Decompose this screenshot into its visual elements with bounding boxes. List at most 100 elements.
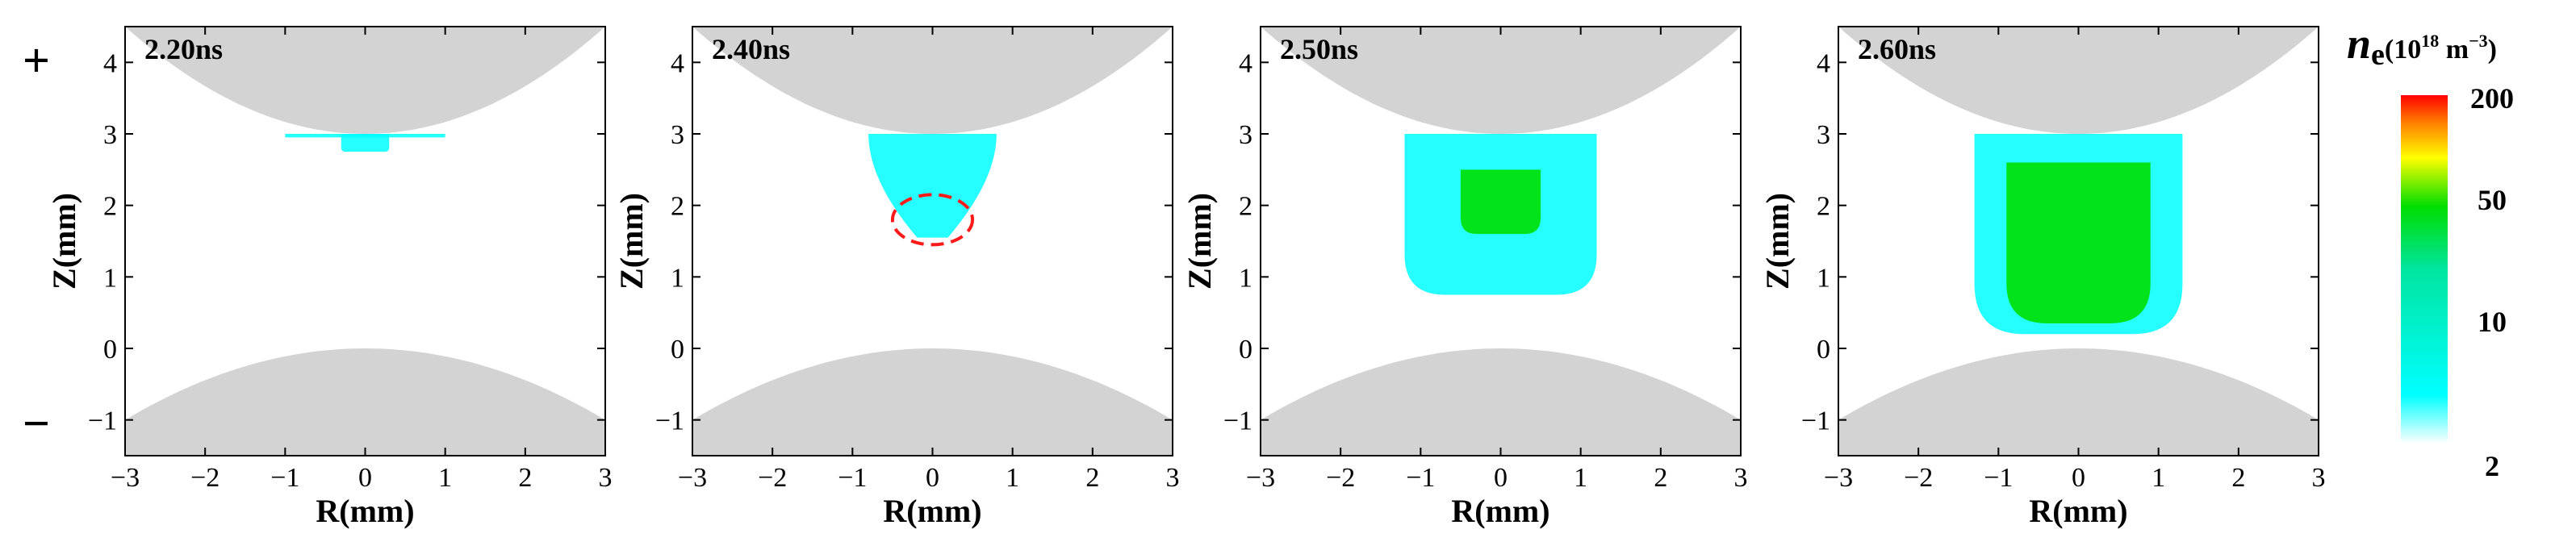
colorbar-unit-suffix: ) bbox=[2488, 35, 2497, 65]
y-tick-label: 1 bbox=[103, 263, 117, 293]
x-tick-label: 3 bbox=[599, 463, 613, 493]
x-tick-label: 3 bbox=[2312, 463, 2326, 493]
x-tick-label: 2 bbox=[1085, 463, 1099, 493]
colorbar-tick-label: 10 bbox=[2478, 306, 2507, 338]
colorbar-label: n bbox=[2347, 19, 2371, 68]
panels: −3 −2 −1 0 1 2 3 −1 0 1 2 3 4 R(mm) Z(mm) 2.20ns −3 −2 −1 0… bbox=[46, 26, 2326, 529]
y-axis-label: Z(mm) bbox=[1759, 193, 1796, 290]
y-tick-label: 0 bbox=[671, 335, 684, 365]
x-tick-label: −1 bbox=[1984, 463, 2013, 493]
panel-1: −3 −2 −1 0 1 2 3 −1 0 1 2 3 4 R(mm) Z(mm) 2.20ns bbox=[46, 26, 613, 529]
y-tick-label: 3 bbox=[1817, 120, 1830, 150]
y-axis-label: Z(mm) bbox=[46, 193, 82, 290]
colorbar-gradient bbox=[2401, 95, 2448, 444]
panel-time-label: 2.20ns bbox=[144, 33, 223, 65]
x-axis-label: R(mm) bbox=[2029, 493, 2127, 529]
upper-electrode bbox=[125, 27, 605, 134]
x-tick-label: 2 bbox=[2231, 463, 2245, 493]
y-tick-label: 2 bbox=[1817, 192, 1830, 222]
upper-electrode-polarity: + bbox=[23, 34, 50, 87]
x-tick-label: −1 bbox=[838, 463, 867, 493]
y-axis-label: Z(mm) bbox=[613, 193, 650, 290]
y-tick-label: 4 bbox=[103, 48, 117, 78]
colorbar-tick-label: 50 bbox=[2478, 184, 2507, 216]
panel-3: −3 −2 −1 0 1 2 3 −1 0 1 2 3 4 R(mm) Z(mm) 2.50ns bbox=[1181, 26, 1748, 529]
x-tick-label: 1 bbox=[438, 463, 452, 493]
plasma-region bbox=[341, 134, 390, 152]
panel-content bbox=[1261, 27, 1741, 456]
x-tick-label: −2 bbox=[1904, 463, 1933, 493]
y-tick-label: 4 bbox=[1239, 48, 1252, 78]
panel-content bbox=[1838, 27, 2319, 456]
panel-time-label: 2.50ns bbox=[1280, 33, 1358, 65]
y-tick-label: 0 bbox=[103, 335, 117, 365]
colorbar-title: ne(1018 m−3) bbox=[2347, 19, 2497, 72]
x-tick-label: 1 bbox=[1006, 463, 1019, 493]
x-tick-label: −2 bbox=[758, 463, 787, 493]
panel-time-label: 2.60ns bbox=[1858, 33, 1936, 65]
x-axis-label: R(mm) bbox=[1451, 493, 1549, 529]
x-axis-label: R(mm) bbox=[316, 493, 414, 529]
plasma-region bbox=[868, 134, 997, 238]
y-tick-label: 2 bbox=[103, 192, 117, 222]
x-tick-label: 3 bbox=[1734, 463, 1748, 493]
colorbar-tick-label: 2 bbox=[2485, 450, 2499, 482]
x-tick-label: −2 bbox=[190, 463, 220, 493]
y-tick-label: −1 bbox=[88, 406, 117, 436]
colorbar-label-subscript: e bbox=[2371, 38, 2385, 72]
colorbar-unit-prefix: (10 bbox=[2385, 35, 2421, 65]
plasma-region bbox=[1460, 169, 1541, 235]
colorbar-ticks: 200 50 10 2 bbox=[2470, 82, 2514, 482]
y-tick-label: −1 bbox=[655, 406, 684, 436]
panel-time-label: 2.40ns bbox=[712, 33, 790, 65]
y-tick-label: 0 bbox=[1239, 335, 1252, 365]
x-tick-label: −2 bbox=[1326, 463, 1355, 493]
colorbar-unit-mid: m bbox=[2439, 35, 2469, 65]
lower-electrode bbox=[125, 348, 605, 456]
x-tick-label: 2 bbox=[518, 463, 532, 493]
panel-4: −3 −2 −1 0 1 2 3 −1 0 1 2 3 4 R(mm) Z(mm) 2.60ns bbox=[1759, 26, 2326, 529]
upper-electrode bbox=[692, 27, 1173, 134]
y-tick-label: 3 bbox=[1239, 120, 1252, 150]
x-tick-label: 1 bbox=[1574, 463, 1587, 493]
y-tick-label: 2 bbox=[671, 192, 684, 222]
y-tick-label: 1 bbox=[1817, 263, 1830, 293]
y-axis-label: Z(mm) bbox=[1181, 193, 1218, 290]
y-tick-label: 1 bbox=[1239, 263, 1252, 293]
y-tick-label: −1 bbox=[1801, 406, 1830, 436]
lower-electrode-polarity: − bbox=[23, 397, 50, 450]
x-tick-label: 0 bbox=[926, 463, 939, 493]
y-tick-label: −1 bbox=[1223, 406, 1252, 436]
y-tick-label: 4 bbox=[671, 48, 684, 78]
x-tick-label: −3 bbox=[111, 463, 140, 493]
x-tick-label: −3 bbox=[1246, 463, 1275, 493]
lower-electrode bbox=[1838, 348, 2319, 456]
y-tick-label: 1 bbox=[671, 263, 684, 293]
y-tick-label: 0 bbox=[1817, 335, 1830, 365]
y-tick-label: 4 bbox=[1817, 48, 1830, 78]
y-tick-label: 3 bbox=[671, 120, 684, 150]
x-tick-label: 0 bbox=[358, 463, 372, 493]
x-tick-label: −1 bbox=[1406, 463, 1435, 493]
x-tick-label: 2 bbox=[1654, 463, 1667, 493]
x-tick-label: 3 bbox=[1166, 463, 1180, 493]
y-tick-label: 3 bbox=[103, 120, 117, 150]
colorbar: ne(1018 m−3) 200 50 10 2 bbox=[2347, 19, 2514, 482]
colorbar-unit-exp2: −3 bbox=[2469, 31, 2488, 51]
y-tick-label: 2 bbox=[1239, 192, 1252, 222]
colorbar-unit-exp: 18 bbox=[2421, 31, 2439, 51]
plasma-region bbox=[2006, 162, 2151, 323]
upper-electrode bbox=[1838, 27, 2319, 134]
lower-electrode bbox=[1261, 348, 1741, 456]
x-axis-label: R(mm) bbox=[883, 493, 981, 529]
x-tick-label: 1 bbox=[2152, 463, 2165, 493]
annotation-dashed-ellipse bbox=[890, 193, 975, 247]
colorbar-tick-label: 200 bbox=[2470, 82, 2514, 115]
lower-electrode bbox=[692, 348, 1173, 456]
x-tick-label: −1 bbox=[270, 463, 299, 493]
x-tick-label: 0 bbox=[2072, 463, 2085, 493]
upper-electrode bbox=[1261, 27, 1741, 134]
panel-content bbox=[125, 27, 605, 456]
x-tick-label: −3 bbox=[1824, 463, 1853, 493]
